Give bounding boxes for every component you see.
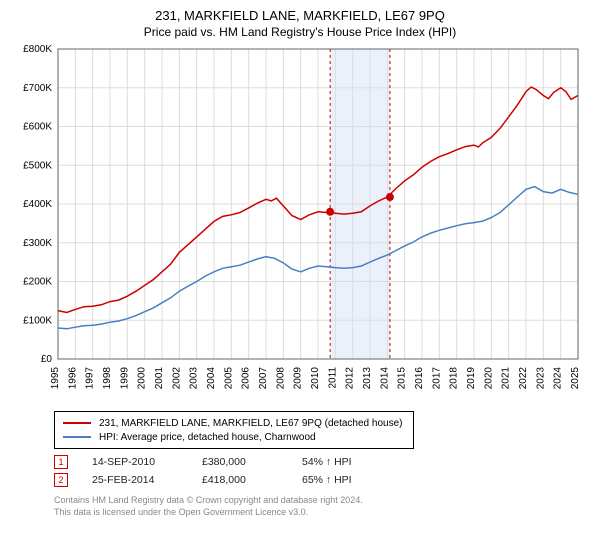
- svg-text:2006: 2006: [241, 367, 252, 390]
- svg-text:2003: 2003: [189, 367, 200, 390]
- svg-text:1999: 1999: [119, 367, 130, 390]
- sales-row: 2 25-FEB-2014 £418,000 65% ↑ HPI: [54, 471, 588, 489]
- svg-text:2007: 2007: [258, 367, 269, 390]
- sale-price: £418,000: [202, 474, 302, 486]
- sale-marker-icon: 2: [54, 473, 68, 487]
- chart-subtitle: Price paid vs. HM Land Registry's House …: [12, 25, 588, 39]
- svg-text:£200K: £200K: [23, 277, 52, 288]
- legend-swatch-blue: [63, 436, 91, 438]
- svg-text:2022: 2022: [518, 367, 529, 390]
- chart-container: 231, MARKFIELD LANE, MARKFIELD, LE67 9PQ…: [0, 0, 600, 560]
- svg-text:2011: 2011: [327, 367, 338, 389]
- attribution-line: This data is licensed under the Open Gov…: [54, 507, 588, 519]
- legend-label-hpi: HPI: Average price, detached house, Char…: [99, 432, 316, 443]
- sale-vs-hpi: 54% ↑ HPI: [302, 456, 422, 468]
- title-block: 231, MARKFIELD LANE, MARKFIELD, LE67 9PQ…: [12, 8, 588, 39]
- legend-label-price-paid: 231, MARKFIELD LANE, MARKFIELD, LE67 9PQ…: [99, 418, 402, 429]
- chart-plot-area: £0 £100K £200K £300K £400K £500K £600K £700K £80…: [12, 45, 588, 405]
- attribution-text: Contains HM Land Registry data © Crown c…: [54, 495, 588, 518]
- svg-text:2001: 2001: [154, 367, 165, 390]
- sale-date: 25-FEB-2014: [92, 474, 202, 486]
- svg-text:2000: 2000: [137, 367, 148, 390]
- svg-text:2024: 2024: [553, 367, 564, 390]
- svg-text:1998: 1998: [102, 367, 113, 390]
- svg-text:1997: 1997: [85, 367, 96, 390]
- svg-text:2025: 2025: [570, 367, 581, 390]
- svg-text:£300K: £300K: [23, 238, 52, 249]
- svg-text:£500K: £500K: [23, 160, 52, 171]
- svg-text:2020: 2020: [483, 367, 494, 390]
- sale-marker-icon: 1: [54, 455, 68, 469]
- svg-text:2015: 2015: [397, 367, 408, 390]
- svg-text:£600K: £600K: [23, 122, 52, 133]
- svg-text:2002: 2002: [171, 367, 182, 390]
- svg-text:2012: 2012: [345, 367, 356, 390]
- attribution-line: Contains HM Land Registry data © Crown c…: [54, 495, 588, 507]
- svg-text:2005: 2005: [223, 367, 234, 390]
- sale-vs-hpi: 65% ↑ HPI: [302, 474, 422, 486]
- svg-text:£0: £0: [41, 354, 53, 365]
- svg-text:2017: 2017: [431, 367, 442, 390]
- svg-text:£400K: £400K: [23, 199, 52, 210]
- sale-date: 14-SEP-2010: [92, 456, 202, 468]
- svg-text:1996: 1996: [67, 367, 78, 390]
- svg-text:2004: 2004: [206, 367, 217, 390]
- sales-row: 1 14-SEP-2010 £380,000 54% ↑ HPI: [54, 453, 588, 471]
- legend-item-hpi: HPI: Average price, detached house, Char…: [63, 430, 405, 444]
- legend: 231, MARKFIELD LANE, MARKFIELD, LE67 9PQ…: [54, 411, 414, 449]
- svg-text:2016: 2016: [414, 367, 425, 390]
- svg-text:2018: 2018: [449, 367, 460, 390]
- legend-item-price-paid: 231, MARKFIELD LANE, MARKFIELD, LE67 9PQ…: [63, 416, 405, 430]
- legend-swatch-red: [63, 422, 91, 424]
- svg-text:1995: 1995: [50, 367, 61, 390]
- svg-text:2010: 2010: [310, 367, 321, 390]
- chart-svg: £0 £100K £200K £300K £400K £500K £600K £700K £80…: [12, 45, 588, 405]
- sale-price: £380,000: [202, 456, 302, 468]
- svg-text:£800K: £800K: [23, 45, 52, 55]
- chart-title-address: 231, MARKFIELD LANE, MARKFIELD, LE67 9PQ: [12, 8, 588, 23]
- svg-text:2013: 2013: [362, 367, 373, 390]
- svg-text:2009: 2009: [293, 367, 304, 390]
- svg-text:£700K: £700K: [23, 83, 52, 94]
- svg-text:2008: 2008: [275, 367, 286, 390]
- svg-text:2019: 2019: [466, 367, 477, 390]
- svg-text:2023: 2023: [535, 367, 546, 390]
- sales-table: 1 14-SEP-2010 £380,000 54% ↑ HPI 2 25-FE…: [54, 453, 588, 489]
- svg-text:2021: 2021: [501, 367, 512, 390]
- svg-text:£100K: £100K: [23, 315, 52, 326]
- svg-text:2014: 2014: [379, 367, 390, 390]
